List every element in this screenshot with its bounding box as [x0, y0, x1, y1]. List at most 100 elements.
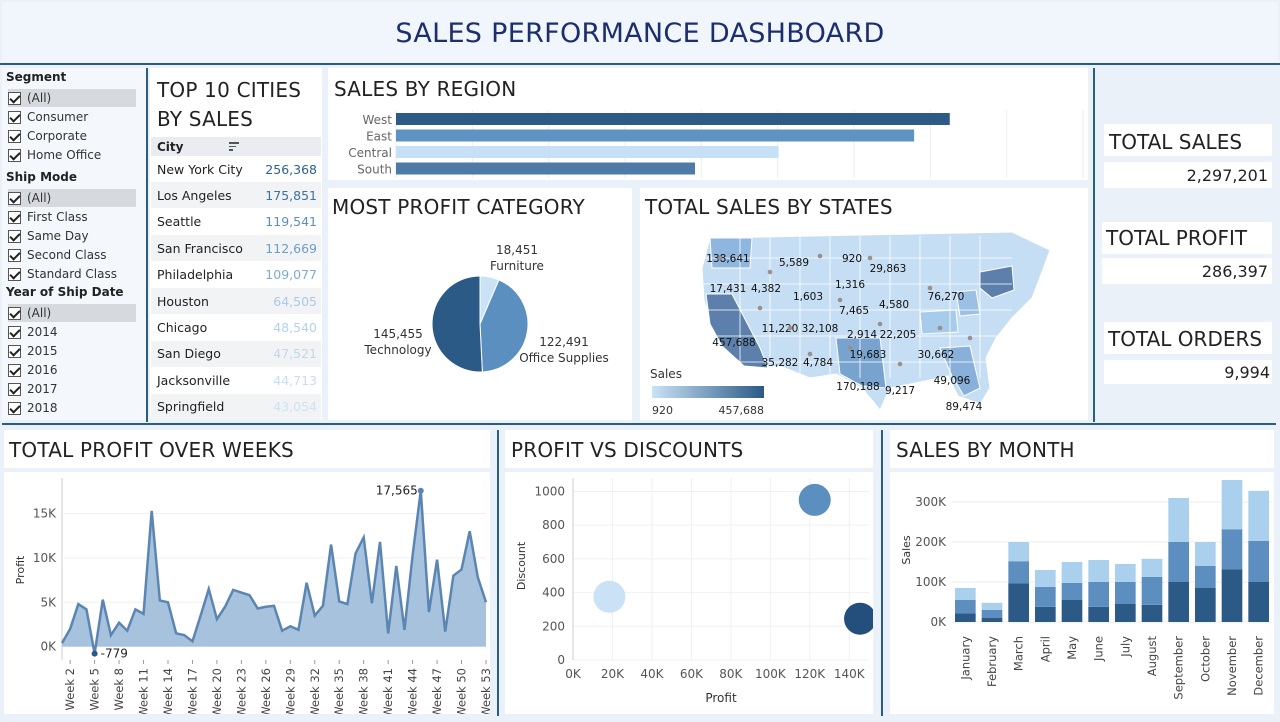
city-marker: [927, 285, 933, 291]
y-tick-label: 15K: [33, 507, 57, 521]
state-sales-label: 5,589: [779, 257, 809, 269]
y-tick-label: 0: [557, 653, 565, 667]
checkbox-icon[interactable]: [8, 191, 21, 205]
sort-icon[interactable]: [229, 142, 239, 151]
x-tick-label: February: [985, 636, 999, 687]
x-tick-label: Week 32: [308, 668, 322, 714]
divider: [2, 423, 1276, 425]
segment-option-consumer[interactable]: Consumer: [8, 108, 88, 126]
total-sales-value: 2,297,201: [1186, 166, 1268, 185]
ship-mode-option-all[interactable]: (All): [8, 189, 136, 207]
segment-option-home-office[interactable]: Home Office: [8, 146, 101, 164]
checkbox-icon[interactable]: [8, 148, 21, 162]
ship-mode-option-standard-class[interactable]: Standard Class: [8, 265, 117, 283]
year-option-2014[interactable]: 2014: [8, 323, 58, 341]
checkbox-icon[interactable]: [8, 229, 21, 243]
month-bar-segment: [955, 600, 976, 614]
city-marker: [807, 351, 813, 357]
year-option-all[interactable]: (All): [8, 304, 136, 322]
state-sales-label: 4,580: [879, 299, 909, 311]
state-sales-label: 32,108: [802, 323, 839, 335]
ship-mode-option-same-day[interactable]: Same Day: [8, 227, 89, 245]
state-ohio-region: [919, 309, 959, 335]
x-tick-label: Week 41: [381, 668, 395, 714]
table-row[interactable]: Houston 64,505: [151, 288, 321, 314]
month-bar-segment: [1141, 558, 1163, 577]
city-marker: [967, 335, 973, 341]
table-row[interactable]: Chicago 48,540: [151, 314, 321, 341]
region-bar: [396, 162, 696, 175]
x-tick-label: January: [958, 636, 972, 681]
checkbox-icon[interactable]: [8, 91, 21, 105]
page-title: SALES PERFORMANCE DASHBOARD: [395, 18, 885, 49]
x-tick-label: June: [1092, 636, 1106, 662]
y-tick-label: 0K: [930, 615, 947, 629]
month-bar-segment: [955, 613, 976, 622]
year-option-2018[interactable]: 2018: [8, 399, 58, 417]
region-title: SALES BY REGION: [334, 77, 517, 101]
city-marker: [817, 253, 823, 259]
segment-option-all[interactable]: (All): [8, 89, 136, 107]
months-title-bar: [890, 430, 1274, 468]
divider: [881, 430, 883, 716]
x-tick-label: Week 2: [63, 668, 77, 710]
legend-title: Sales: [650, 367, 682, 381]
checkbox-icon[interactable]: [8, 210, 21, 224]
checkbox-icon[interactable]: [8, 129, 21, 143]
city-marker: [787, 325, 793, 331]
year-option-2016[interactable]: 2016: [8, 361, 58, 379]
cities-title: TOP 10 CITIES BY SALES: [157, 78, 302, 131]
month-bar-segment: [1088, 606, 1109, 622]
area-line: [60, 490, 488, 654]
x-tick-label: Week 26: [259, 668, 273, 714]
min-point: [91, 650, 98, 657]
table-row[interactable]: New York City 256,368: [151, 156, 321, 182]
ship-mode-option-first-class[interactable]: First Class: [8, 208, 88, 226]
scatter-point: [844, 602, 873, 635]
discounts-title-bar: [505, 430, 873, 468]
segment-option-corporate[interactable]: Corporate: [8, 127, 87, 145]
state-texas: [835, 337, 887, 389]
city-name: San Francisco: [157, 240, 243, 256]
month-bar-segment: [1115, 564, 1136, 582]
x-tick-label: November: [1225, 636, 1239, 696]
y-tick-label: 400: [542, 586, 565, 600]
checkbox-icon[interactable]: [8, 248, 21, 262]
checkbox-icon[interactable]: [8, 306, 21, 320]
table-row[interactable]: Jacksonville 44,713: [151, 367, 321, 394]
month-bar-segment: [1008, 561, 1029, 584]
pie-category-label: Furniture: [490, 259, 544, 273]
checkbox-icon[interactable]: [8, 267, 21, 281]
checkbox-icon[interactable]: [8, 110, 21, 124]
month-bar-segment: [1061, 562, 1083, 583]
city-marker: [767, 269, 773, 275]
divider: [497, 430, 499, 716]
x-tick-label: 40K: [640, 667, 664, 681]
ship-mode-option-second-class[interactable]: Second Class: [8, 246, 107, 264]
checkbox-icon[interactable]: [8, 325, 21, 339]
checkbox-icon[interactable]: [8, 401, 21, 415]
table-row[interactable]: Philadelphia 109,077: [151, 261, 321, 288]
state-california: [705, 293, 769, 369]
x-tick-label: April: [1038, 636, 1052, 662]
state-sales-label: 29,863: [870, 263, 907, 275]
month-bar-segment: [1141, 604, 1163, 622]
checkbox-icon[interactable]: [8, 344, 21, 358]
checkbox-icon[interactable]: [8, 363, 21, 377]
table-row[interactable]: Los Angeles 175,851: [151, 182, 321, 209]
year-option-2017[interactable]: 2017: [8, 380, 58, 398]
x-tick-label: July: [1118, 636, 1132, 658]
year-option-2015[interactable]: 2015: [8, 342, 58, 360]
month-bar-segment: [1248, 490, 1269, 541]
x-axis-label: Profit: [705, 691, 737, 705]
table-row[interactable]: Seattle 119,541: [151, 208, 321, 235]
table-row[interactable]: Springfield 43,054: [151, 393, 321, 420]
cities-column-header[interactable]: City: [151, 137, 321, 156]
month-bar-segment: [1035, 586, 1056, 607]
y-axis-label: Profit: [14, 555, 27, 584]
checkbox-icon[interactable]: [8, 382, 21, 396]
table-row[interactable]: San Diego 47,521: [151, 340, 321, 367]
table-row[interactable]: San Francisco 112,669: [151, 235, 321, 262]
state-sales-label: 920: [842, 253, 862, 265]
x-tick-label: Week 50: [455, 668, 469, 714]
